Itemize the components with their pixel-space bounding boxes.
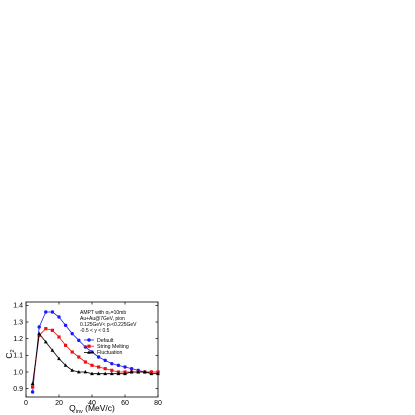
data-point <box>30 381 35 386</box>
series-string-melting <box>31 327 160 389</box>
data-point <box>44 327 48 331</box>
data-point <box>57 335 61 339</box>
data-point <box>37 331 42 336</box>
data-point <box>129 366 134 371</box>
annotation-line-1: AMPT with σₚ=10mb <box>80 310 126 316</box>
x-tick-label: 20 <box>55 400 63 407</box>
legend-item: Default <box>84 338 114 344</box>
data-point <box>83 370 88 374</box>
x-tick-label: 60 <box>121 400 129 407</box>
data-point <box>63 363 68 367</box>
data-point <box>70 368 75 372</box>
data-point <box>37 325 41 329</box>
data-point <box>50 310 55 314</box>
legend-item: String Melting <box>84 344 129 350</box>
data-point <box>64 343 68 347</box>
data-point <box>31 385 35 389</box>
data-point <box>70 331 74 336</box>
data-point <box>142 370 147 374</box>
x-tick-label: 40 <box>88 400 96 407</box>
data-point <box>103 371 108 376</box>
legend-label: Fluctuation <box>97 350 122 356</box>
annotation-line-4: -0.5 < y < 0.5 <box>80 328 110 334</box>
legend-label: Default <box>97 338 114 344</box>
legend-marker <box>87 350 91 354</box>
data-point <box>110 368 114 372</box>
y-tick-label: 0.9 <box>13 386 23 393</box>
y-tick-label: 1.4 <box>13 303 23 310</box>
x-axis-label: Qinv (MeV/c) <box>69 403 115 415</box>
data-point <box>90 363 94 367</box>
data-point <box>136 370 141 374</box>
data-point <box>83 360 87 364</box>
data-point <box>70 350 74 354</box>
data-point <box>44 310 48 314</box>
legend-item: Fluctuation <box>84 350 122 356</box>
data-point <box>43 340 48 344</box>
data-point <box>129 370 134 374</box>
legend-label: String Melting <box>97 344 129 350</box>
data-point <box>57 315 61 319</box>
data-point <box>123 365 127 369</box>
data-point <box>149 371 154 376</box>
data-point <box>57 356 61 361</box>
data-point <box>103 358 107 363</box>
annotation-line-2: Au+Au@7GeV, pion <box>80 316 125 322</box>
data-point <box>110 361 114 366</box>
data-point <box>50 328 54 332</box>
data-point <box>96 371 101 376</box>
y-axis-label: C2 <box>4 349 16 358</box>
data-point <box>77 338 81 343</box>
series-layer <box>30 310 160 394</box>
data-point <box>90 371 94 376</box>
data-point <box>77 355 81 359</box>
series-line <box>32 332 158 384</box>
data-point <box>30 390 35 394</box>
data-point <box>103 367 107 371</box>
legend-marker <box>87 344 91 348</box>
x-tick-label: 0 <box>24 400 28 407</box>
y-tick-label: 1.1 <box>13 353 23 360</box>
y-tick-label: 1.3 <box>13 319 23 326</box>
data-point <box>156 371 160 376</box>
annotation: AMPT with σₚ=10mb Au+Au@7GeV, pion 0.125… <box>80 310 137 334</box>
axis-ticks: 0 20 40 60 80 0.9 1.0 1.1 1.2 1.3 1.4 <box>13 302 162 407</box>
annotation-line-3: 0.125GeV< pₜ<0.225GeV <box>80 322 137 328</box>
series-line <box>32 328 158 388</box>
series-fluctuation <box>30 331 160 386</box>
data-point <box>97 365 101 369</box>
y-tick-label: 1.0 <box>13 369 23 376</box>
data-point <box>123 371 127 376</box>
data-point <box>76 370 81 374</box>
data-point <box>96 355 101 359</box>
data-point <box>63 323 68 328</box>
data-point <box>109 371 114 376</box>
data-point <box>116 363 121 368</box>
data-point <box>116 371 121 376</box>
legend-marker <box>87 338 91 342</box>
y-tick-label: 1.2 <box>13 336 23 343</box>
data-point <box>50 348 55 352</box>
x-tick-label: 80 <box>154 400 162 407</box>
